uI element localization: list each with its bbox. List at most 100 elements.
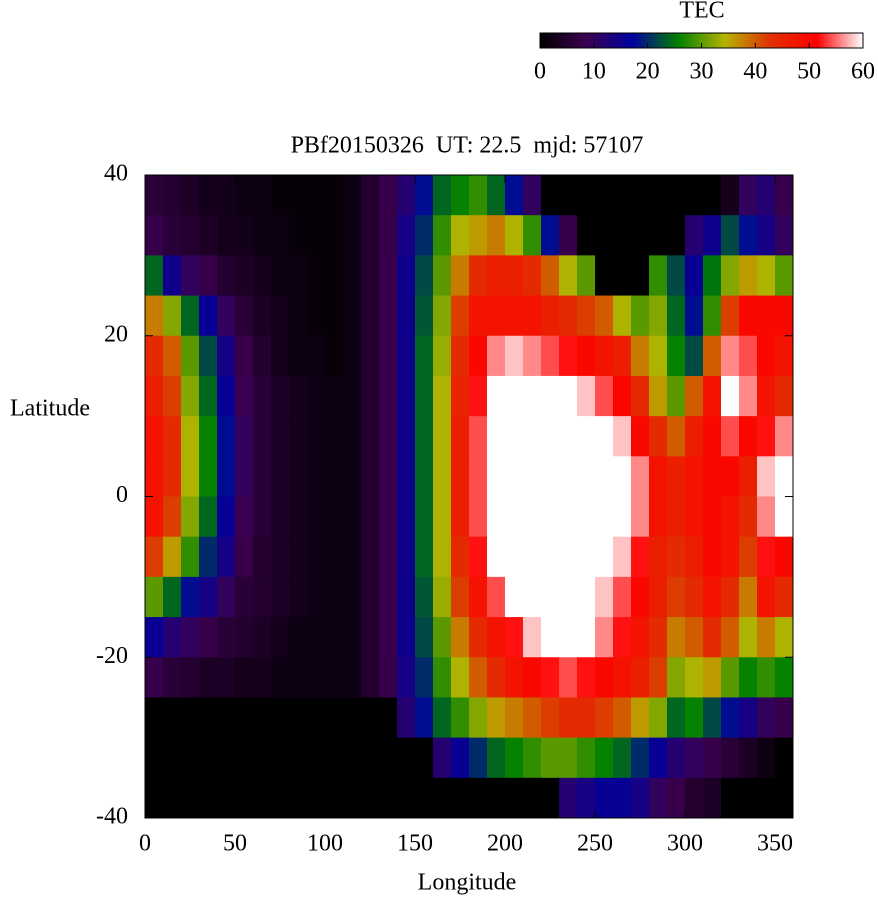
- heatmap-cell: [487, 255, 506, 297]
- heatmap-cell: [325, 255, 344, 297]
- heatmap-cell: [613, 215, 632, 256]
- heatmap-cell: [667, 456, 686, 497]
- heatmap-cell: [505, 175, 524, 216]
- heatmap-cell: [217, 576, 236, 618]
- heatmap-cell: [487, 215, 506, 256]
- heatmap-cell: [649, 657, 668, 698]
- heatmap-cell: [595, 576, 614, 618]
- heatmap-cell: [721, 416, 740, 457]
- heatmap-cell: [667, 697, 686, 739]
- heatmap-cell: [199, 175, 218, 216]
- heatmap-cell: [721, 536, 740, 578]
- heatmap-cell: [505, 496, 524, 538]
- heatmap-cell: [271, 777, 290, 819]
- heatmap-cell: [343, 657, 362, 698]
- heatmap-cell: [559, 737, 578, 779]
- heatmap-cell: [667, 657, 686, 698]
- heatmap-cell: [613, 697, 632, 739]
- heatmap-cell: [379, 295, 398, 337]
- heatmap-cell: [181, 737, 200, 779]
- heatmap-cell: [397, 777, 416, 819]
- heatmap-cell: [145, 375, 164, 417]
- heatmap-cell: [559, 536, 578, 578]
- heatmap-cell: [397, 416, 416, 457]
- y-tick-label: 20: [104, 321, 128, 347]
- heatmap-cell: [631, 456, 650, 497]
- heatmap-cell: [775, 215, 794, 256]
- heatmap-cell: [649, 175, 668, 216]
- heatmap-cell: [685, 737, 704, 779]
- heatmap-cell: [433, 617, 452, 658]
- heatmap-cell: [343, 617, 362, 658]
- heatmap-cell: [325, 215, 344, 256]
- heatmap-cell: [235, 617, 254, 658]
- heatmap-cell: [577, 416, 596, 457]
- heatmap-cell: [469, 777, 488, 819]
- heatmap-cell: [775, 536, 794, 578]
- heatmap-cell: [559, 295, 578, 337]
- heatmap-cell: [631, 175, 650, 216]
- heatmap-cell: [469, 175, 488, 216]
- heatmap-cell: [487, 657, 506, 698]
- heatmap-cell: [667, 375, 686, 417]
- heatmap-cell: [289, 697, 308, 739]
- heatmap-cell: [199, 576, 218, 618]
- heatmap-cell: [271, 375, 290, 417]
- heatmap-cell: [181, 295, 200, 337]
- heatmap-cell: [577, 255, 596, 297]
- heatmap-cell: [559, 375, 578, 417]
- heatmap-cell: [541, 335, 560, 377]
- heatmap-cell: [217, 697, 236, 739]
- heatmap-cell: [145, 496, 164, 538]
- heatmap-cell: [739, 777, 758, 819]
- heatmap-cell: [559, 456, 578, 497]
- heatmap-cell: [775, 777, 794, 819]
- heatmap-cell: [361, 456, 380, 497]
- heatmap-cell: [361, 295, 380, 337]
- heatmap-cell: [703, 456, 722, 497]
- heatmap-cell: [577, 175, 596, 216]
- heatmap-cell: [343, 777, 362, 819]
- heatmap-cell: [379, 335, 398, 377]
- heatmap-cell: [721, 335, 740, 377]
- heatmap-cell: [577, 456, 596, 497]
- heatmap-cell: [631, 657, 650, 698]
- heatmap-cell: [415, 215, 434, 256]
- heatmap-cell: [379, 777, 398, 819]
- heatmap-cell: [685, 697, 704, 739]
- heatmap-cell: [397, 295, 416, 337]
- heatmap-cell: [739, 657, 758, 698]
- heatmap-cell: [541, 617, 560, 658]
- heatmap-cell: [523, 536, 542, 578]
- heatmap-cell: [487, 536, 506, 578]
- heatmap-cell: [343, 737, 362, 779]
- heatmap-cell: [289, 456, 308, 497]
- heatmap-cell: [739, 175, 758, 216]
- heatmap-cell: [739, 536, 758, 578]
- heatmap-cell: [667, 255, 686, 297]
- heatmap-cell: [145, 617, 164, 658]
- heatmap-cell: [523, 456, 542, 497]
- heatmap-cell: [631, 536, 650, 578]
- heatmap-cell: [451, 617, 470, 658]
- heatmap-cell: [361, 416, 380, 457]
- heatmap-cell: [649, 375, 668, 417]
- colorbar-tick-label: 0: [534, 59, 546, 85]
- heatmap-cell: [253, 255, 272, 297]
- heatmap-cell: [757, 617, 776, 658]
- heatmap-cell: [217, 536, 236, 578]
- heatmap-cell: [577, 576, 596, 618]
- heatmap-cell: [181, 456, 200, 497]
- colorbar-label: TEC: [679, 0, 724, 24]
- heatmap-cell: [235, 576, 254, 618]
- heatmap-cell: [415, 697, 434, 739]
- heatmap-cell: [541, 777, 560, 819]
- heatmap-cell: [631, 737, 650, 779]
- heatmap-cell: [559, 416, 578, 457]
- heatmap-cell: [469, 496, 488, 538]
- heatmap-cell: [577, 697, 596, 739]
- heatmap-cell: [541, 576, 560, 618]
- heatmap-cell: [253, 416, 272, 457]
- heatmap-cell: [451, 375, 470, 417]
